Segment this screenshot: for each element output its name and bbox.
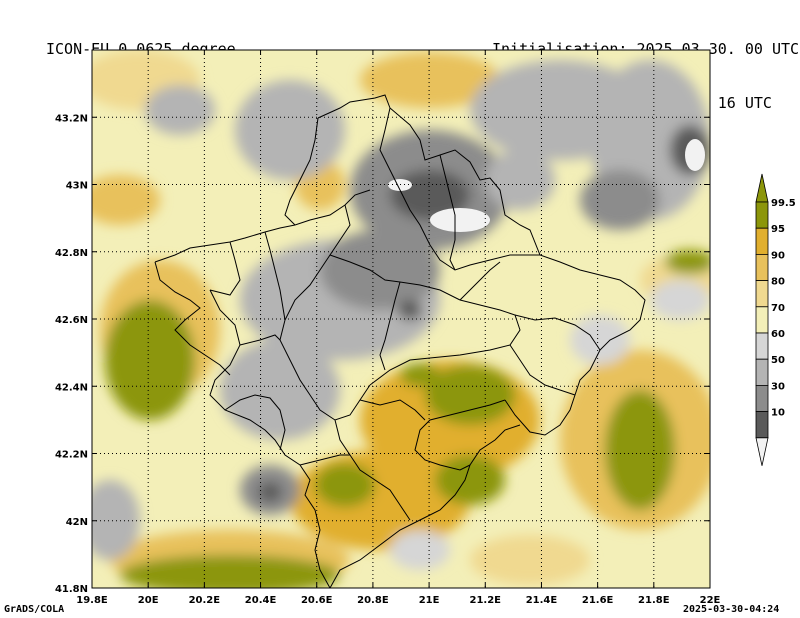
internal-5	[369, 299, 521, 386]
colorbar-label: 70	[771, 303, 785, 314]
colorbar-segment	[755, 253, 769, 281]
colorbar-bottom-arrow	[755, 437, 769, 466]
internal-13	[264, 231, 286, 321]
footer-timestamp: 2025-03-30-04:24	[683, 604, 780, 615]
internal-12	[209, 241, 241, 296]
colorbar-segment	[755, 201, 769, 229]
colorbar-segment	[755, 332, 769, 360]
lon-tick-label: 20.8E	[357, 595, 389, 606]
cloud-min-1	[430, 208, 490, 232]
colorbar-top-arrow	[755, 173, 769, 203]
axis-ticks: 19.8E 20E 20.2E 20.4E 20.6E 20.8E 21E 21.2E 21.4…	[55, 50, 721, 606]
colorbar-segment	[755, 280, 769, 308]
albania-kosovo-border	[209, 289, 331, 588]
internal-17	[359, 399, 426, 421]
lon-tick-label: 21.8E	[638, 595, 670, 606]
lon-tick-label: 20E	[138, 595, 159, 606]
lat-tick-label: 43.2N	[55, 113, 88, 124]
lon-tick-label: 20.2E	[189, 595, 221, 606]
internal-3	[329, 254, 461, 301]
internal-11	[239, 334, 281, 346]
lon-tick-label: 21.4E	[526, 595, 558, 606]
colorbar: 99.5 95 90 80 70 60 50 30 10	[755, 173, 796, 466]
lat-tick-label: 42N	[66, 517, 88, 528]
colorbar-segment	[755, 227, 769, 255]
internal-6	[379, 281, 401, 371]
coast-west	[154, 261, 231, 376]
colorbar-segment	[755, 358, 769, 386]
kosovo-serbia-border	[317, 94, 646, 436]
lon-tick-label: 21E	[419, 595, 440, 606]
lon-tick-label: 21.2E	[470, 595, 502, 606]
lat-tick-label: 42.2N	[55, 450, 88, 461]
south-border	[329, 424, 521, 588]
colorbar-label: 95	[771, 224, 785, 235]
internal-1	[284, 117, 319, 226]
colorbar-segment	[755, 384, 769, 412]
internal-8	[514, 314, 601, 351]
colorbar-segment	[755, 411, 769, 439]
internal-16	[299, 454, 350, 466]
lon-tick-label: 20.6E	[301, 595, 333, 606]
colorbar-label: 10	[771, 408, 785, 419]
lat-tick-label: 42.6N	[55, 315, 88, 326]
lat-lon-grid	[92, 50, 710, 588]
lat-tick-label: 43N	[66, 181, 88, 192]
colorbar-label: 60	[771, 329, 785, 340]
internal-18	[439, 154, 456, 271]
albania-montenegro-border	[154, 189, 371, 263]
admin-boundaries	[154, 94, 646, 588]
colorbar-label: 50	[771, 355, 785, 366]
internal-4	[379, 107, 540, 271]
lat-tick-label: 41.8N	[55, 584, 88, 595]
colorbar-segment	[755, 306, 769, 334]
colorbar-label: 99.5	[771, 198, 796, 209]
cloud-field	[92, 50, 710, 588]
internal-7	[459, 261, 501, 301]
lat-tick-label: 42.8N	[55, 248, 88, 259]
lon-tick-label: 20.4E	[245, 595, 277, 606]
colorbar-label: 30	[771, 381, 785, 392]
footer-credit: GrADS/COLA	[4, 604, 65, 615]
internal-9	[509, 344, 576, 396]
internal-15	[334, 419, 411, 521]
lat-tick-label: 42.4N	[55, 382, 88, 393]
internal-10	[414, 399, 506, 471]
lon-tick-label: 19.8E	[76, 595, 108, 606]
internal-14	[224, 394, 286, 451]
colorbar-label: 80	[771, 277, 785, 288]
lon-tick-label: 22E	[700, 595, 721, 606]
cloud-min-3	[685, 139, 705, 171]
colorbar-label: 90	[771, 250, 785, 261]
lon-tick-label: 21.6E	[582, 595, 614, 606]
